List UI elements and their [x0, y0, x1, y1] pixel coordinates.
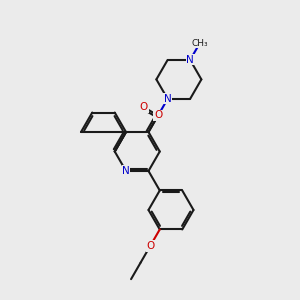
Text: N: N — [186, 55, 194, 65]
Text: O: O — [154, 110, 162, 121]
Text: O: O — [146, 241, 154, 251]
Text: N: N — [164, 94, 172, 104]
Text: O: O — [139, 102, 148, 112]
Text: N: N — [122, 166, 130, 176]
Text: CH₃: CH₃ — [191, 39, 208, 48]
